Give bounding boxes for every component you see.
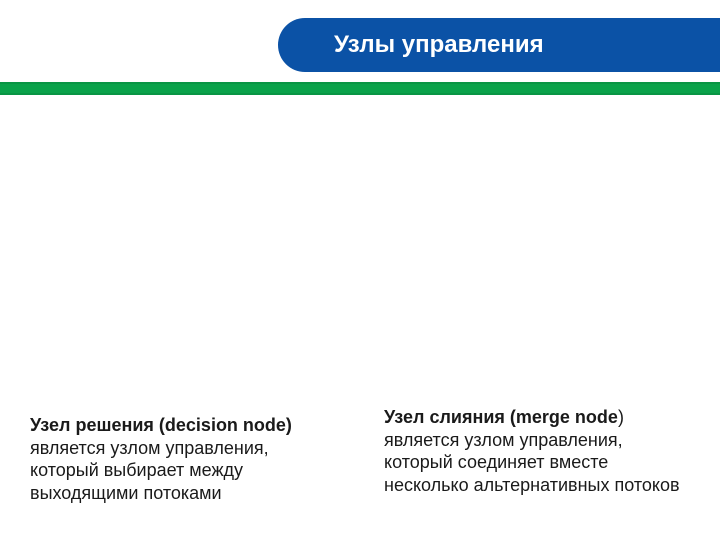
left-term: Узел решения (decision node) [30,415,292,435]
title-band: Узлы управления [278,18,720,72]
right-definition: Узел слияния (merge node) является узлом… [384,406,694,496]
left-definition: Узел решения (decision node) является уз… [30,414,340,504]
left-text: является узлом управления, который выбир… [30,438,269,503]
divider-bar [0,82,720,95]
slide: Узлы управления Узел решения (decision n… [0,0,720,540]
slide-title: Узлы управления [334,31,544,59]
right-term: Узел слияния (merge node [384,407,618,427]
